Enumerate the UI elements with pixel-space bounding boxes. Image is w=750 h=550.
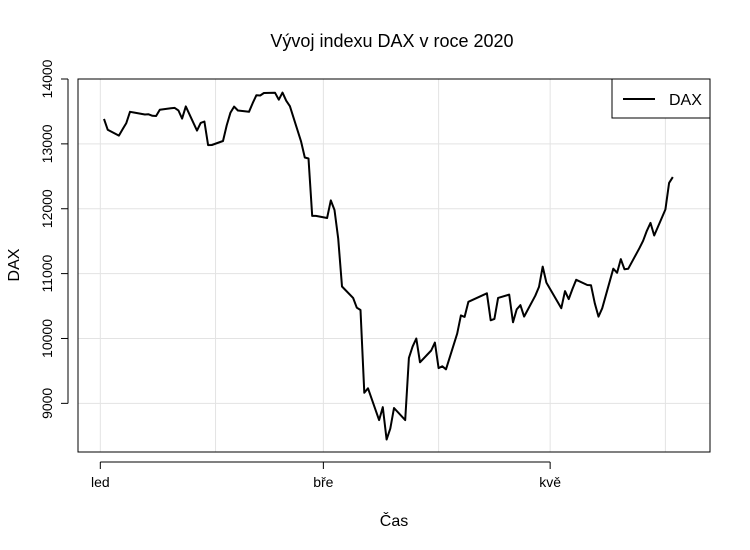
x-axis-label: Čas (380, 511, 408, 530)
series-line-dax (103, 91, 674, 441)
x-tick-label: led (91, 474, 110, 490)
y-tick-label: 10000 (39, 319, 55, 358)
y-tick-label: 9000 (39, 388, 55, 419)
x-tick-label: kvě (539, 474, 561, 490)
grid (78, 78, 710, 452)
y-tick-label: 12000 (39, 189, 55, 228)
plot-frame (77, 78, 711, 453)
x-tick-label: bře (313, 474, 333, 490)
y-axis-label: DAX (6, 248, 23, 281)
y-tick-label: 14000 (39, 59, 55, 98)
y-tick-label: 13000 (39, 124, 55, 163)
x-axis: led bře kvě (91, 461, 561, 490)
chart-title: Vývoj indexu DAX v roce 2020 (270, 31, 513, 51)
y-axis: 9000 10000 11000 12000 13000 14000 (39, 59, 69, 419)
legend-label-dax: DAX (669, 92, 702, 109)
legend: DAX (611, 78, 711, 119)
y-tick-label: 11000 (39, 254, 55, 292)
